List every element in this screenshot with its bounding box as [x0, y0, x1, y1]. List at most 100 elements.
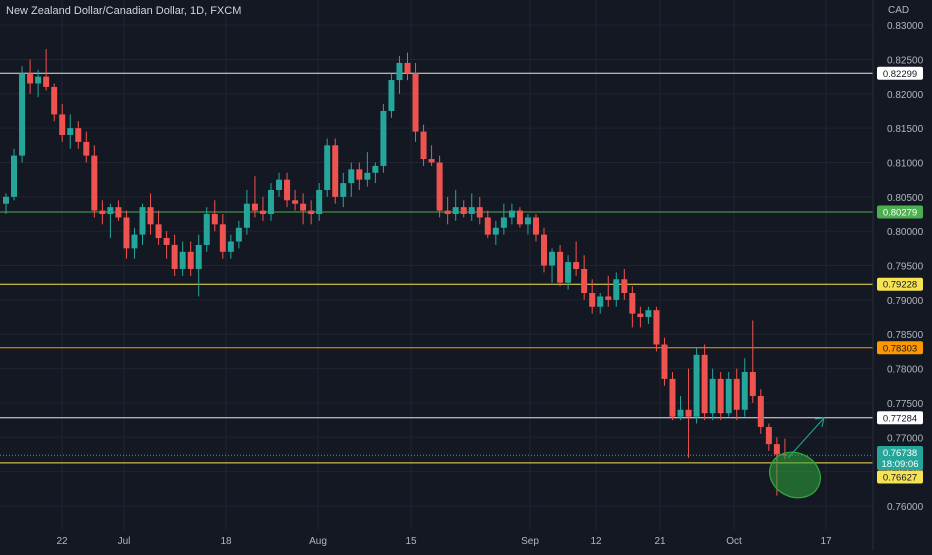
candle-body — [396, 62, 403, 81]
candle-body — [292, 200, 299, 204]
grid-lines — [0, 0, 873, 530]
candle-body — [348, 169, 355, 184]
candle-body — [589, 293, 596, 307]
y-tick-label: 0.77500 — [887, 399, 924, 410]
level-label-text: 0.77284 — [883, 413, 917, 424]
candle-body — [613, 279, 620, 300]
candle-body — [115, 207, 122, 218]
level-label-text: 0.76627 — [883, 473, 917, 484]
candle-body — [83, 141, 90, 156]
candle-body — [91, 155, 98, 211]
level-label-text: 0.82299 — [883, 69, 917, 80]
candle-body — [147, 207, 154, 225]
candle-body — [492, 227, 499, 235]
candle-body — [669, 378, 676, 417]
candle-body — [717, 378, 724, 414]
level-label: 0.79228 — [877, 277, 923, 291]
candle-body — [235, 227, 242, 242]
candle-body — [171, 244, 178, 269]
y-tick-label: 0.79000 — [887, 296, 924, 307]
candle-body — [107, 207, 114, 215]
current-price-label-text: 18:09:06 — [882, 459, 919, 470]
candle-body — [372, 165, 379, 173]
candle-body — [364, 172, 371, 180]
time-axis[interactable]: 22 Jul 18 Aug 15 Sep 12 21 Oct 17 — [56, 536, 832, 547]
candle-body — [749, 372, 756, 397]
candle-body — [701, 354, 708, 414]
y-tick-label: 0.83000 — [887, 21, 924, 32]
x-tick-label: 18 — [220, 536, 232, 547]
candle-body — [444, 210, 451, 215]
y-tick-label: 0.76000 — [887, 502, 924, 513]
candle-body — [597, 296, 604, 307]
candle-body — [693, 354, 700, 417]
candle-body — [316, 189, 323, 215]
y-tick-label: 0.82500 — [887, 55, 924, 66]
x-tick-label: 12 — [590, 536, 602, 547]
level-label: 0.78303 — [877, 341, 923, 355]
y-tick-label: 0.82000 — [887, 90, 924, 101]
candle-body — [211, 214, 218, 225]
candle-body — [203, 214, 210, 245]
candle-body — [436, 162, 443, 211]
candle-body — [541, 234, 548, 266]
projection-arrow-line — [787, 417, 825, 459]
level-label: 0.82299 — [877, 66, 923, 80]
y-tick-label: 0.81500 — [887, 124, 924, 135]
x-tick-label: 17 — [820, 536, 832, 547]
candle-body — [51, 86, 58, 115]
x-tick-label: 22 — [56, 536, 68, 547]
horizontal-levels — [0, 72, 873, 464]
candle-body — [195, 244, 202, 269]
y-tick-label: 0.80000 — [887, 227, 924, 238]
candle-body — [300, 203, 307, 211]
x-tick-label: Oct — [726, 536, 742, 547]
y-tick-label: 0.78500 — [887, 330, 924, 341]
candle-body — [677, 409, 684, 417]
price-axis[interactable]: 0.83000 0.82500 0.82000 0.81500 0.81000 0.805… — [887, 21, 924, 513]
x-tick-label: Aug — [309, 536, 327, 547]
candle-body — [741, 372, 748, 410]
y-tick-label: 0.79500 — [887, 262, 924, 273]
level-label: 0.77284 — [877, 411, 923, 425]
candle-body — [468, 207, 475, 215]
candle-body — [685, 409, 692, 417]
x-tick-label: 15 — [405, 536, 417, 547]
level-label-bg — [877, 341, 923, 355]
level-label-bg — [877, 66, 923, 80]
candle-body — [340, 183, 347, 197]
candle-body — [476, 207, 483, 218]
candle-body — [725, 378, 732, 414]
level-label: 0.76627 — [877, 470, 923, 484]
candle-body — [251, 203, 258, 211]
level-label-bg — [877, 277, 923, 291]
candle-body — [267, 189, 274, 215]
candle-body — [308, 210, 315, 215]
candle-body — [155, 224, 162, 239]
y-tick-label: 0.78000 — [887, 365, 924, 376]
candle-body — [581, 268, 588, 294]
y-tick-label: 0.77000 — [887, 433, 924, 444]
x-tick-label: Jul — [118, 536, 131, 547]
candle-body — [653, 310, 660, 345]
candle-body — [773, 444, 780, 455]
candle-body — [123, 217, 130, 249]
candle-body — [179, 251, 186, 269]
candle-body — [35, 76, 42, 84]
candle-body — [163, 238, 170, 245]
level-label-text: 0.79228 — [883, 280, 917, 291]
candle-body — [661, 344, 668, 379]
candle-body — [11, 155, 18, 197]
candle-body — [420, 131, 427, 160]
level-label-bg — [877, 411, 923, 425]
candle-body — [380, 110, 387, 166]
candle-body — [131, 234, 138, 249]
candle-body — [19, 73, 26, 156]
highlight-ellipse — [769, 451, 821, 499]
candle-body — [219, 224, 226, 252]
candle-body — [557, 251, 564, 283]
candle-body — [139, 207, 146, 235]
level-label-text: 0.80279 — [883, 208, 917, 219]
